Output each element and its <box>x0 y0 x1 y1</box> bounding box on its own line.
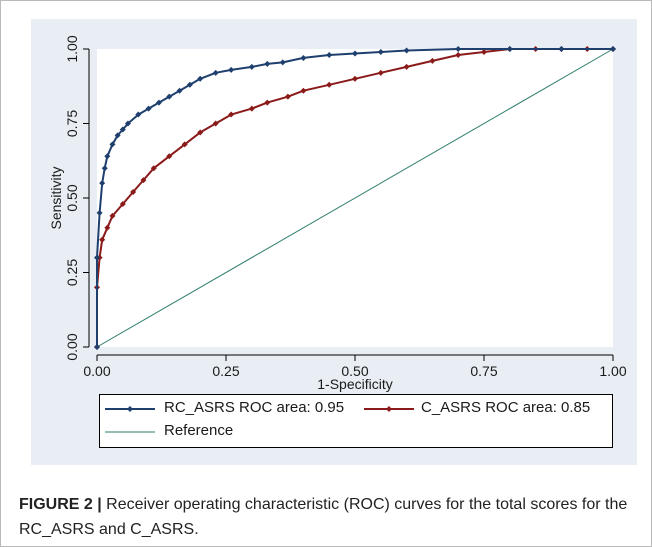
point-rc-asrs-6 <box>109 141 116 148</box>
point-c-asrs-8 <box>140 177 147 184</box>
point-rc-asrs-22 <box>300 54 307 61</box>
point-rc-asrs-4 <box>101 165 108 172</box>
point-c-asrs-9 <box>150 165 157 172</box>
caption-text: Receiver operating characteristic (ROC) … <box>19 496 628 538</box>
point-rc-asrs-14 <box>176 87 183 94</box>
point-c-asrs-19 <box>326 81 333 88</box>
x-tick-label-3: 0.75 <box>470 363 497 379</box>
x-tick-label-1: 0.25 <box>212 363 239 379</box>
legend-label-reference: Reference <box>164 422 234 439</box>
x-tick-label-0: 0.00 <box>83 363 110 379</box>
x-tick-label-2: 0.50 <box>341 363 368 379</box>
point-c-asrs-5 <box>109 212 116 219</box>
point-c-asrs-3 <box>99 236 106 243</box>
y-tick-label-2: 0.50 <box>64 184 80 211</box>
x-axis-label: 1-Specificity <box>317 376 392 392</box>
roc-chart: 0.00 0.25 0.50 0.75 1.00 0.00 0.25 0.50 0.75 1.00… <box>48 35 627 392</box>
point-rc-asrs-5 <box>104 153 111 160</box>
point-rc-asrs-10 <box>135 111 142 118</box>
point-rc-asrs-29 <box>558 46 565 52</box>
point-rc-asrs-23 <box>326 51 333 58</box>
y-axis-label: Sensitivity <box>48 166 64 229</box>
point-rc-asrs-19 <box>248 63 255 70</box>
point-c-asrs-17 <box>284 93 291 100</box>
point-rc-asrs-17 <box>212 69 219 76</box>
caption-label: FIGURE 2 | <box>19 496 102 513</box>
point-rc-asrs-26 <box>403 47 410 54</box>
point-rc-asrs-12 <box>155 99 162 106</box>
point-rc-asrs-28 <box>506 46 513 52</box>
point-c-asrs-7 <box>130 189 137 196</box>
point-rc-asrs-25 <box>377 48 384 55</box>
point-rc-asrs-7 <box>114 132 121 139</box>
legend-swatch-rc-asrs <box>105 406 155 412</box>
point-c-asrs-16 <box>264 99 271 106</box>
y-tick-label-3: 0.75 <box>64 110 80 137</box>
figure-caption: FIGURE 2 | Receiver operating characteri… <box>19 492 644 542</box>
point-c-asrs-22 <box>403 63 410 70</box>
y-tick-label-1: 0.25 <box>64 259 80 286</box>
point-c-asrs-24 <box>455 51 462 58</box>
legend-label-c-asrs: C_ASRS ROC area: 0.85 <box>421 399 591 416</box>
point-rc-asrs-11 <box>145 105 152 112</box>
point-rc-asrs-27 <box>455 46 462 52</box>
point-rc-asrs-3 <box>99 180 106 187</box>
point-rc-asrs-15 <box>186 81 193 88</box>
point-rc-asrs-20 <box>264 60 271 67</box>
x-tick-label-4: 1.00 <box>599 363 626 379</box>
point-rc-asrs-16 <box>197 75 204 82</box>
axes: 0.00 0.25 0.50 0.75 1.00 0.00 0.25 0.50 0.75 1.00 <box>64 35 627 379</box>
point-c-asrs-18 <box>300 87 307 94</box>
y-tick-label-4: 1.00 <box>64 35 80 62</box>
point-rc-asrs-18 <box>228 66 235 73</box>
point-rc-asrs-24 <box>352 50 358 57</box>
legend-label-rc-asrs: RC_ASRS ROC area: 0.95 <box>164 399 345 416</box>
point-rc-asrs-1 <box>94 254 100 261</box>
point-rc-asrs-30 <box>610 46 616 52</box>
legend-swatch-c-asrs <box>364 406 414 412</box>
point-rc-asrs-8 <box>119 126 126 133</box>
point-c-asrs-14 <box>228 111 235 118</box>
point-c-asrs-11 <box>181 141 188 148</box>
point-c-asrs-20 <box>352 75 358 82</box>
point-c-asrs-15 <box>248 105 255 112</box>
point-c-asrs-23 <box>429 57 436 64</box>
point-c-asrs-12 <box>197 129 204 136</box>
point-rc-asrs-21 <box>279 59 286 66</box>
point-c-asrs-6 <box>119 200 126 207</box>
point-rc-asrs-9 <box>124 120 131 127</box>
point-c-asrs-13 <box>212 120 219 127</box>
point-c-asrs-4 <box>104 224 111 231</box>
legend: RC_ASRS ROC area: 0.95 C_ASRS ROC area: … <box>99 394 613 448</box>
y-tick-label-0: 0.00 <box>64 333 80 360</box>
point-rc-asrs-13 <box>166 93 173 100</box>
series-line-reference <box>96 48 614 348</box>
series-layer <box>94 46 616 350</box>
point-rc-asrs-0 <box>94 344 100 350</box>
point-c-asrs-25 <box>481 48 487 55</box>
point-c-asrs-21 <box>377 69 384 76</box>
legend-swatch-reference <box>105 431 155 433</box>
point-rc-asrs-2 <box>96 209 103 216</box>
point-c-asrs-10 <box>166 153 173 160</box>
